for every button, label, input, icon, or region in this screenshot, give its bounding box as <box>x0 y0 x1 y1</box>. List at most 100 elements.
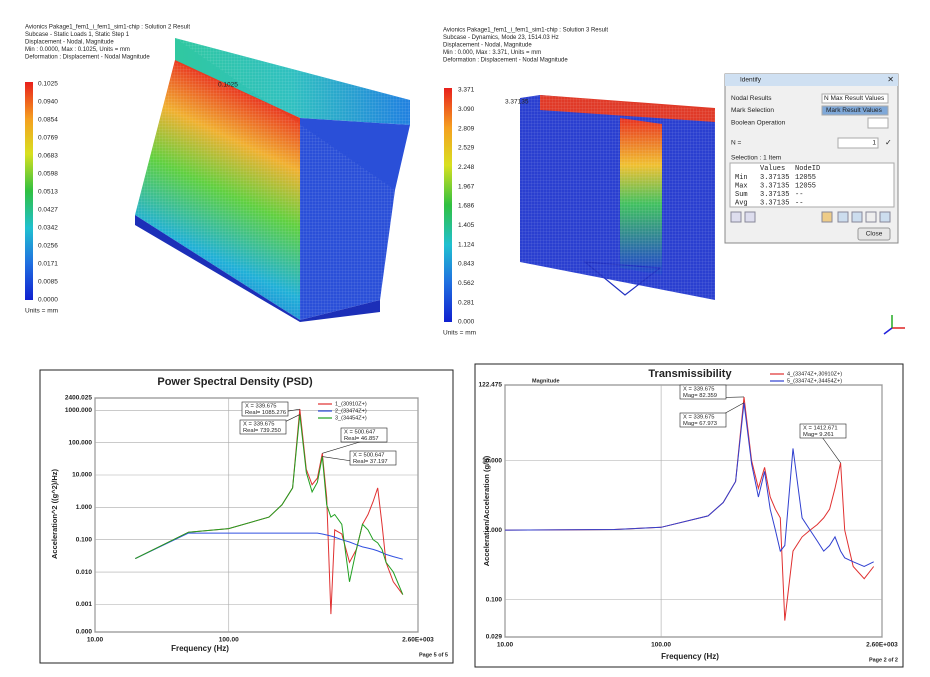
annotation-box <box>340 427 388 443</box>
tool-button[interactable] <box>879 211 891 223</box>
annotation-text: X = 339.675 <box>245 404 276 410</box>
page-label: Page 5 of 5 <box>419 652 448 658</box>
x-axis-label: Frequency (Hz) <box>661 652 719 661</box>
legend-value: 1.967 <box>458 183 475 190</box>
table-cell: -- <box>795 199 803 207</box>
x-tick-label: 2.60E+003 <box>866 642 898 649</box>
table-cell: Max <box>735 182 748 190</box>
dropdown-value: Mark Result Values <box>826 107 883 114</box>
table-cell: 12055 <box>795 174 816 182</box>
y-tick-label: 1000.000 <box>65 407 92 414</box>
dialog-title: Identify <box>740 77 762 84</box>
legend-value: 0.0256 <box>38 243 58 250</box>
tool-button[interactable] <box>837 211 849 223</box>
result-header: Deformation : Displacement - Nodal Magni… <box>25 55 150 61</box>
result-header: Subcase - Static Loads 1, Static Step 1 <box>25 32 130 38</box>
series-line <box>135 414 404 595</box>
x-tick-label: 2.60E+003 <box>402 637 434 644</box>
annotation-text: X = 339.675 <box>683 415 714 421</box>
table-cell: -- <box>795 191 803 199</box>
annotation-box <box>239 419 287 435</box>
y-tick-label: 1.000 <box>486 527 503 534</box>
n-value: 1 <box>872 140 876 147</box>
result-header: Avionics Pakage1_fem1_i_fem1_sim1-chip :… <box>443 28 608 34</box>
legend-value: 0.562 <box>458 280 475 287</box>
y-axis-label: Acceleration^2 ((g^2)/Hz) <box>50 468 59 559</box>
field-label: Mark Selection <box>731 107 774 114</box>
fem-model-modal <box>520 95 715 300</box>
y-tick-label: 10.000 <box>482 457 502 464</box>
y-tick-label: 0.001 <box>76 601 93 608</box>
table-cell: Avg <box>735 199 748 207</box>
boolean-dropdown[interactable] <box>867 117 889 129</box>
annotation-leader <box>322 440 364 454</box>
table-cell: 12055 <box>795 182 816 190</box>
legend-value: 1.686 <box>458 203 475 210</box>
series-line <box>504 402 874 568</box>
legend-value: 0.0171 <box>38 261 58 268</box>
legend-value: 3.090 <box>458 106 475 113</box>
x-tick-label: 100.00 <box>651 642 671 649</box>
identify-dialog: ✕ Identify Nodal Results N Max Result Va… <box>724 73 899 244</box>
x-tick-label: 10.00 <box>87 637 104 644</box>
probe-label: 3.37135 <box>505 99 529 106</box>
legend-value: 0.0085 <box>38 279 58 286</box>
table-cell: Sum <box>735 191 748 199</box>
annotation-box <box>241 401 289 417</box>
legend-value: 0.281 <box>458 299 475 306</box>
chart-title: Transmissibility <box>648 368 732 380</box>
result-header: Displacement - Nodal, Magnitude <box>443 43 532 49</box>
legend-value: 0.0513 <box>38 189 58 196</box>
field-label: N = <box>731 140 742 147</box>
annotation-text: Real= 46.857 <box>344 436 379 442</box>
field-label: Nodal Results <box>731 95 772 102</box>
annotation-box <box>679 384 727 400</box>
table-cell: 3.37135 <box>760 182 789 190</box>
close-x[interactable]: ✕ <box>887 75 894 84</box>
x-axis-label: Frequency (Hz) <box>171 644 229 653</box>
annotation-text: Mag= 67.973 <box>683 421 717 427</box>
tool-button[interactable] <box>851 211 863 223</box>
n-input[interactable] <box>837 137 879 149</box>
apply-check[interactable]: ✓ <box>885 138 892 147</box>
y-tick-label: 0.100 <box>486 596 503 603</box>
result-table <box>729 162 895 208</box>
legend-ramp <box>25 82 33 300</box>
result-header: Subcase - Dynamics, Mode 23, 1514.03 Hz <box>443 35 559 41</box>
tool-button[interactable] <box>865 211 877 223</box>
y-tick-label: 2400.025 <box>65 395 92 402</box>
legend-value: 0.1025 <box>38 81 58 88</box>
units-label: Units = mm <box>25 308 58 315</box>
tool-button[interactable] <box>821 211 833 223</box>
legend-value: 2.809 <box>458 125 475 132</box>
annotation-box <box>679 412 727 428</box>
series-line <box>135 532 403 560</box>
legend-value: 0.843 <box>458 261 475 268</box>
dropdown[interactable] <box>821 93 889 104</box>
table-cell: 3.37135 <box>760 174 789 182</box>
probe-label: 0.1025 <box>218 82 238 89</box>
tool-button[interactable] <box>744 211 756 223</box>
selection-label: Selection : 1 Item <box>731 155 781 162</box>
units-label: Units = mm <box>443 330 476 337</box>
table-header: NodeID <box>795 165 820 173</box>
y-tick-label: 10.000 <box>72 472 92 479</box>
legend-label: 1_(30910Z+) <box>335 401 367 407</box>
legend-label: 5_(33474Z+,34454Z+) <box>787 378 842 384</box>
legend-value: 0.0769 <box>38 135 58 142</box>
legend-value: 0.0000 <box>38 297 58 304</box>
dropdown-value: N Max Result Values <box>824 95 885 102</box>
legend-value: 1.124 <box>458 241 475 248</box>
tool-button[interactable] <box>730 211 742 223</box>
legend-value: 0.0427 <box>38 207 58 214</box>
view-triad <box>883 315 905 335</box>
dropdown[interactable] <box>821 105 889 116</box>
y-tick-label: 0.010 <box>76 569 93 576</box>
legend-value: 0.0683 <box>38 153 58 160</box>
close-button[interactable] <box>857 227 891 241</box>
field-label: Boolean Operation <box>731 120 786 127</box>
table-cell: Min <box>735 174 748 182</box>
annotation-leader <box>821 436 841 464</box>
x-tick-label: 100.00 <box>219 637 239 644</box>
